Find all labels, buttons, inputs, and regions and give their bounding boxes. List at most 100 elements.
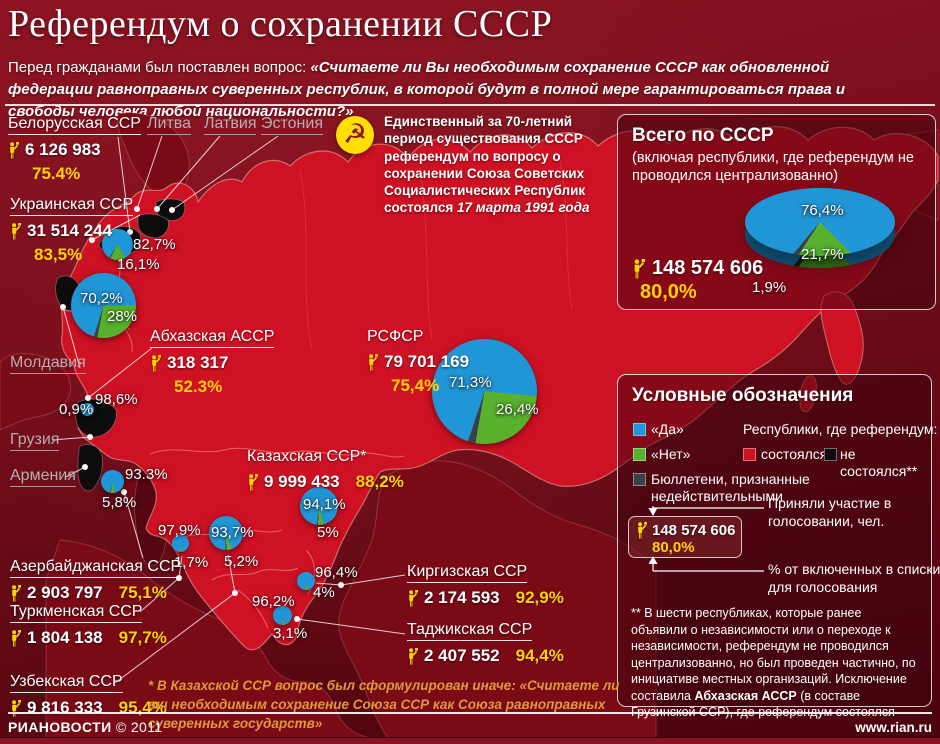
participants-value: 318 317 <box>167 353 229 372</box>
pie-rsfsr-no-label: 26,4% <box>496 401 539 418</box>
map-sakhalin <box>799 375 817 413</box>
pie-ukraine-yes-label: 70,2% <box>80 290 123 307</box>
referendum-note: Единственный за 70-летний период существ… <box>384 113 602 217</box>
label-georgia: Грузия <box>10 431 60 451</box>
pie-turkmenistan-no-label: 1,7% <box>174 554 209 571</box>
pie-ussr-no-label: 21,7% <box>801 246 844 263</box>
pie-ussr-yes-label: 76,4% <box>801 202 844 219</box>
turnout-value: 88,2% <box>355 472 404 491</box>
kazakh-footnote: * В Казахской ССР вопрос был сформулиров… <box>148 678 620 731</box>
pie-azerbaijan <box>101 470 124 493</box>
turnout-value: 92,9% <box>515 588 564 607</box>
turnout-value: 94,4% <box>515 646 564 665</box>
total-ussr-panel: Всего по СССР (включая республики, где р… <box>617 114 936 310</box>
legend-yes-swatch <box>633 423 646 436</box>
label-armenia: Армения <box>10 467 76 487</box>
footnote-abkhazia-bold: Абхазская АССР <box>694 688 797 703</box>
intro-prefix: Перед гражданами был поставлен вопрос: <box>8 59 311 76</box>
republic-name: Казахская ССР* <box>247 448 367 465</box>
label-estonia: Эстония <box>261 115 323 135</box>
header-divider <box>5 104 935 106</box>
legend-sample-callout: 148 574 606 80,0% <box>628 516 742 558</box>
republic-name: Азербайджанская ССР <box>10 558 182 578</box>
brand-logo: РИАНОВОСТИ <box>8 719 112 735</box>
voter-icon <box>407 648 418 665</box>
callout-abkhazia: Абхазская АССР 318 317 52.3% <box>150 328 275 397</box>
callout-turkmenistan: Туркменская ССР 1 804 138 97,7% <box>10 603 167 648</box>
turnout-value: 83,5% <box>34 245 83 264</box>
pie-azerbaijan-no-label: 5,8% <box>102 494 137 511</box>
voter-icon <box>632 259 645 279</box>
participants-row: 318 317 <box>150 353 274 373</box>
total-panel-subtitle: (включая республики, где референдум не п… <box>632 150 914 185</box>
participants-row: 79 701 169 <box>367 352 469 372</box>
sample-participants-value: 148 574 606 <box>652 522 736 539</box>
label-moldova: Молдавия <box>10 354 86 374</box>
note-text: Единственный за 70-летний период существ… <box>384 114 586 216</box>
participants-value: 6 126 983 <box>25 140 101 159</box>
page-title: Референдум о сохранении СССР <box>8 3 553 45</box>
pie-tajikistan <box>273 606 292 625</box>
participants-row: 2 903 797 75,1% <box>10 583 181 603</box>
voter-icon <box>247 474 258 491</box>
hammer-and-sickle-icon: ☭ <box>336 116 374 154</box>
pie-turkmenistan-yes-label: 97,9% <box>158 522 201 539</box>
map-black-sea-turkey <box>0 353 71 431</box>
voter-icon <box>150 355 161 372</box>
sample-turnout-value: 80,0% <box>652 539 695 556</box>
pie-turkmenistan <box>172 535 189 552</box>
pie-belarus-no-label: 16,1% <box>117 256 160 273</box>
republic-name: Украинская ССР <box>10 196 134 216</box>
pie-ukraine <box>71 273 136 338</box>
note-date: 17 марта 1991 года <box>457 200 590 216</box>
participants-row: 9 816 333 95,4% <box>10 698 167 718</box>
legend-turnout-note: % от включенных в списки для голосования <box>768 561 940 595</box>
legend-not-held-label: не состоялся** <box>840 446 918 479</box>
map-iran-afghanistan <box>45 539 381 744</box>
pie-abkhazia-yes-label: 98,6% <box>95 391 138 408</box>
republic-name: Абхазская АССР <box>150 328 275 348</box>
republic-name: Узбекская ССР <box>10 673 123 693</box>
republic-name: Туркменская ССР <box>10 603 143 623</box>
callout-kazakhstan: Казахская ССР* 9 999 433 88,2% <box>247 448 404 492</box>
participants-row: 6 126 983 <box>8 140 141 160</box>
turnout-value: 97,7% <box>118 628 167 647</box>
participants-value: 2 903 797 <box>27 583 103 602</box>
participants-value: 1 804 138 <box>27 628 103 647</box>
pie-kyrgyzstan-yes-label: 96,4% <box>315 564 358 581</box>
footer-divider <box>8 712 932 714</box>
pie-belarus <box>102 229 133 260</box>
voter-icon <box>367 354 378 371</box>
map-region-latvia <box>137 213 169 239</box>
pie-uzbekistan <box>209 516 243 550</box>
site-url-link[interactable]: www.rian.ru <box>855 720 932 735</box>
label-lithuania: Литва <box>147 115 191 135</box>
callout-rsfsr: РСФСР 79 701 169 75,4% <box>367 328 469 396</box>
voter-icon <box>10 585 21 602</box>
legend-participants-note: Приняли участие в голосовании, чел. <box>768 495 892 529</box>
total-panel-title: Всего по СССР <box>632 125 774 146</box>
label-latvia: Латвия <box>204 115 257 135</box>
republic-name: Таджикская ССР <box>407 621 533 641</box>
participants-value: 9 999 433 <box>264 472 340 491</box>
legend-held-label: состоялся <box>761 446 828 462</box>
pie-kyrgyzstan <box>297 572 315 590</box>
pie-kazakhstan-yes-label: 94,1% <box>303 496 346 513</box>
pie-kyrgyzstan-no-label: 4% <box>313 584 335 601</box>
callout-azerbaijan: Азербайджанская ССР 2 903 797 75,1% <box>10 558 182 603</box>
participants-row: 31 514 244 <box>10 221 133 241</box>
map-china-mongolia <box>338 460 657 744</box>
turnout-value: 75,4% <box>391 376 440 395</box>
pie-kazakhstan-no-label: 5% <box>317 524 339 541</box>
pie-abkhazia <box>81 403 94 416</box>
voter-icon <box>10 630 21 647</box>
participants-row: 9 999 433 88,2% <box>247 472 404 492</box>
turnout-value: 52.3% <box>174 377 223 396</box>
bottom-stripe <box>0 737 940 744</box>
pie-uzbekistan-no-label: 5,2% <box>224 553 259 570</box>
footer-brand: РИАНОВОСТИ © 2011 <box>8 719 163 735</box>
turnout-value: 75.4% <box>32 164 81 183</box>
legend-republics-title: Республики, где референдум: <box>743 421 938 437</box>
legend-no-label: «Нет» <box>651 446 691 462</box>
republic-name: Белорусская ССР <box>8 115 141 135</box>
